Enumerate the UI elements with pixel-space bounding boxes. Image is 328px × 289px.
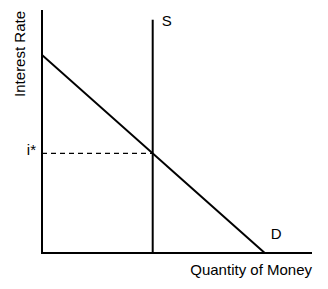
x-axis [41, 252, 312, 254]
chart-svg: D Si* Quantity of Money Interest Rate [0, 0, 328, 289]
y-axis [41, 10, 43, 253]
reference-line [42, 153, 153, 154]
x-axis-label: Quantity of Money [190, 261, 312, 278]
series-label: D [271, 225, 282, 242]
series-line [152, 20, 154, 253]
annotation-label: i* [27, 141, 36, 158]
y-axis-label: Interest Rate [11, 11, 28, 97]
chart: D Si* Quantity of Money Interest Rate [0, 0, 328, 289]
series-label: S [162, 12, 172, 29]
plot-area [42, 20, 265, 253]
